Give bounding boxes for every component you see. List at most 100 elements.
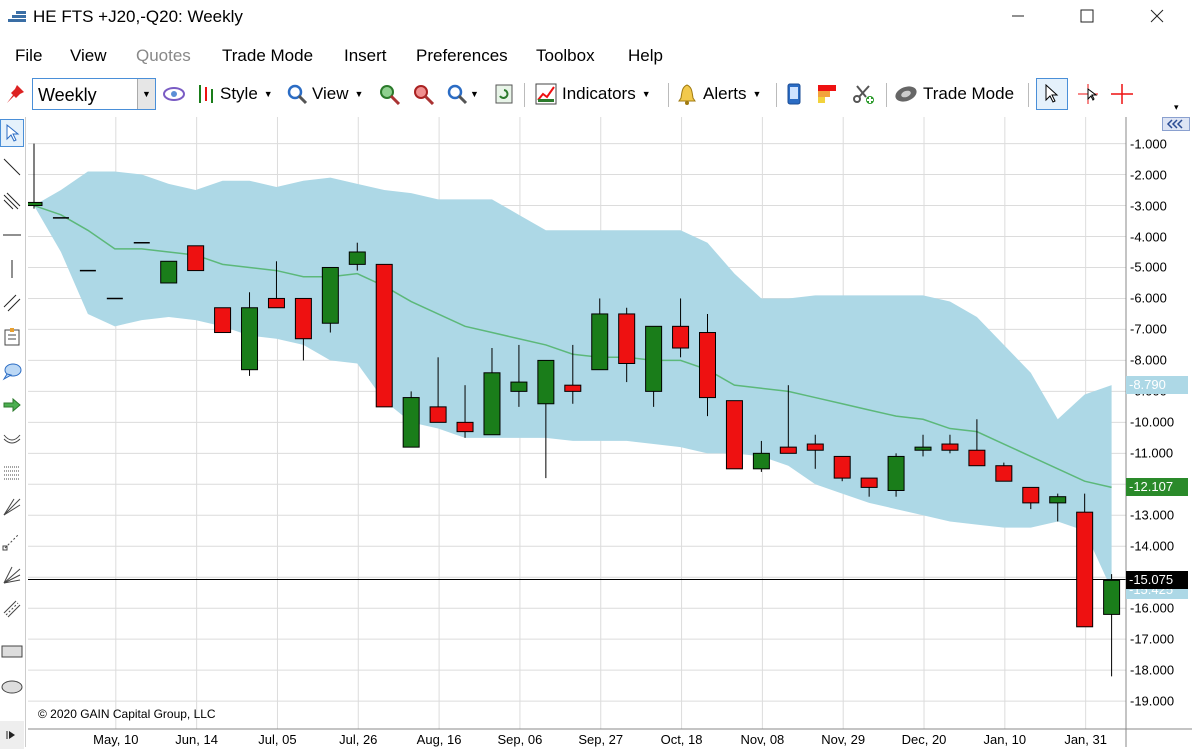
parallel-lines-icon bbox=[3, 294, 21, 312]
alerts-menu[interactable]: Alerts ▼ bbox=[676, 81, 761, 107]
candle-down bbox=[833, 455, 851, 479]
maximize-button[interactable] bbox=[1064, 0, 1110, 32]
menu-bar: File View Quotes Trade Mode Insert Prefe… bbox=[0, 40, 1192, 72]
cursor-icon bbox=[6, 123, 20, 142]
crosshair-button[interactable] bbox=[1110, 81, 1134, 107]
y-tick-label: -19.000 bbox=[1130, 693, 1175, 709]
refresh-button[interactable] bbox=[494, 81, 514, 107]
upper-band-price-tag: -8.790 bbox=[1126, 376, 1188, 395]
price-chart[interactable] bbox=[28, 117, 1192, 747]
refresh-icon bbox=[495, 84, 513, 104]
arc-tool[interactable] bbox=[0, 425, 24, 453]
minimize-button[interactable] bbox=[995, 0, 1041, 32]
y-tick-label: -18.000 bbox=[1130, 662, 1175, 678]
alerts-chevron-icon: ▼ bbox=[752, 89, 762, 99]
view-label: View bbox=[312, 84, 349, 103]
vertical-line-icon bbox=[11, 260, 13, 278]
style-chevron-icon: ▼ bbox=[263, 89, 273, 99]
candlestick-icon bbox=[199, 85, 213, 103]
expand-toolbar-button[interactable] bbox=[0, 721, 24, 749]
candle-down bbox=[1022, 486, 1040, 504]
candle-down bbox=[564, 384, 582, 392]
candle-up bbox=[537, 359, 555, 405]
menu-quotes[interactable]: Quotes bbox=[136, 46, 191, 65]
view-menu[interactable]: View ▼ bbox=[286, 81, 363, 107]
heatmap-button[interactable] bbox=[816, 81, 838, 107]
tools-button[interactable] bbox=[852, 81, 876, 107]
vertical-line-tool[interactable] bbox=[0, 255, 24, 283]
channel-tool[interactable] bbox=[0, 187, 24, 215]
trade-mode-button[interactable]: Trade Mode bbox=[893, 81, 1014, 107]
moving-average-price-tag: -12.107 bbox=[1126, 478, 1188, 497]
toolbar-separator bbox=[886, 83, 887, 107]
candle-up bbox=[241, 307, 259, 371]
candle-up bbox=[28, 201, 43, 207]
fan-icon bbox=[3, 498, 21, 516]
zoom-in-button[interactable] bbox=[378, 81, 402, 107]
ellipse-icon bbox=[1, 680, 23, 694]
menu-insert[interactable]: Insert bbox=[344, 46, 387, 65]
toolbar-overflow-icon[interactable]: ▾ bbox=[1174, 101, 1179, 112]
horizontal-line-tool[interactable] bbox=[0, 221, 24, 249]
trend-line-icon bbox=[3, 158, 21, 176]
candle-down bbox=[699, 332, 716, 399]
callout-tool[interactable] bbox=[0, 357, 24, 385]
crosshair-cursor-button[interactable] bbox=[1076, 81, 1100, 107]
zoom-out-button[interactable] bbox=[412, 81, 436, 107]
menu-file[interactable]: File bbox=[15, 46, 43, 65]
x-tick-label: Jan, 31 bbox=[1064, 732, 1107, 747]
menu-trade-mode[interactable]: Trade Mode bbox=[222, 46, 314, 65]
menu-preferences[interactable]: Preferences bbox=[416, 46, 508, 65]
y-tick-label: -5.000 bbox=[1130, 259, 1167, 275]
drawing-toolbar bbox=[0, 117, 26, 749]
select-tool[interactable] bbox=[0, 119, 24, 147]
trend-line-tool[interactable] bbox=[0, 153, 24, 181]
scroll-left-button[interactable] bbox=[1162, 117, 1190, 131]
gann-fan-icon bbox=[3, 566, 21, 584]
note-icon bbox=[4, 328, 20, 346]
chart-properties-button[interactable] bbox=[161, 81, 187, 107]
indicators-label: Indicators bbox=[562, 84, 636, 103]
indicators-menu[interactable]: Indicators ▼ bbox=[535, 81, 651, 107]
rectangle-tool[interactable] bbox=[0, 637, 24, 665]
close-button[interactable] bbox=[1134, 0, 1180, 32]
candle-down bbox=[618, 313, 636, 364]
pin-button[interactable] bbox=[4, 81, 26, 107]
period-select[interactable]: Weekly ▼ bbox=[32, 78, 156, 110]
style-menu[interactable]: Style ▼ bbox=[196, 81, 273, 107]
ellipse-tool[interactable] bbox=[0, 673, 24, 701]
y-tick-label: -10.000 bbox=[1130, 414, 1175, 430]
menu-toolbox[interactable]: Toolbox bbox=[536, 46, 595, 65]
pointer-tool-button[interactable] bbox=[1036, 78, 1068, 110]
crosshair-cursor-icon bbox=[1078, 84, 1098, 104]
candle-down bbox=[779, 446, 797, 454]
candle-up bbox=[160, 260, 178, 284]
view-chevron-icon: ▼ bbox=[354, 89, 364, 99]
toolbar-separator bbox=[776, 83, 777, 107]
candle-down bbox=[968, 449, 986, 467]
zoom-menu-button[interactable]: ▼ bbox=[446, 81, 479, 107]
fibonacci-icon bbox=[4, 466, 20, 480]
candle-down bbox=[294, 297, 312, 340]
fibonacci-tool[interactable] bbox=[0, 459, 24, 487]
x-tick-label: Jun, 14 bbox=[175, 732, 218, 747]
toolbar-separator bbox=[1028, 83, 1029, 107]
zoom-chevron-icon: ▼ bbox=[470, 89, 479, 99]
measure-tool[interactable] bbox=[0, 527, 24, 555]
x-tick-label: Nov, 29 bbox=[821, 732, 866, 747]
chevron-down-icon[interactable]: ▼ bbox=[137, 79, 155, 109]
candle-down bbox=[806, 443, 824, 451]
fan-tool[interactable] bbox=[0, 493, 24, 521]
andrews-pitchfork-tool[interactable] bbox=[0, 595, 24, 623]
text-note-tool[interactable] bbox=[0, 323, 24, 351]
speech-bubble-icon bbox=[2, 363, 22, 381]
cursor-icon bbox=[1045, 84, 1059, 103]
menu-view[interactable]: View bbox=[70, 46, 107, 65]
parallel-lines-tool[interactable] bbox=[0, 289, 24, 317]
y-tick-label: -11.000 bbox=[1130, 445, 1174, 461]
arrow-tool[interactable] bbox=[0, 391, 24, 419]
x-tick-label: Jan, 10 bbox=[983, 732, 1027, 747]
gann-fan-tool[interactable] bbox=[0, 561, 24, 589]
menu-help[interactable]: Help bbox=[628, 46, 663, 65]
mobile-button[interactable] bbox=[784, 81, 804, 107]
